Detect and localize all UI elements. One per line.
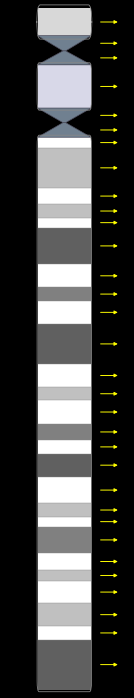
Bar	[38, 364, 91, 387]
Bar	[38, 503, 91, 517]
Bar	[38, 554, 91, 570]
Bar	[38, 387, 91, 401]
Bar	[38, 301, 91, 324]
Polygon shape	[38, 51, 91, 65]
Bar	[38, 205, 91, 218]
Bar	[38, 603, 91, 626]
Bar	[38, 581, 91, 603]
Polygon shape	[38, 123, 91, 138]
Polygon shape	[38, 36, 91, 51]
Bar	[38, 424, 91, 440]
Polygon shape	[38, 108, 91, 123]
Bar	[38, 65, 91, 108]
Bar	[38, 8, 91, 36]
Bar	[38, 440, 91, 454]
Bar	[38, 218, 91, 228]
Bar	[38, 626, 91, 639]
Bar	[38, 148, 91, 188]
Bar	[38, 570, 91, 581]
Bar	[38, 138, 91, 148]
Bar	[38, 324, 91, 364]
Bar	[38, 188, 91, 205]
Bar	[38, 401, 91, 424]
Bar	[38, 477, 91, 503]
Bar	[38, 228, 91, 264]
Bar	[38, 639, 91, 690]
Bar	[38, 517, 91, 526]
Bar	[38, 526, 91, 554]
Bar	[38, 264, 91, 288]
Bar	[38, 288, 91, 301]
Bar	[38, 454, 91, 477]
